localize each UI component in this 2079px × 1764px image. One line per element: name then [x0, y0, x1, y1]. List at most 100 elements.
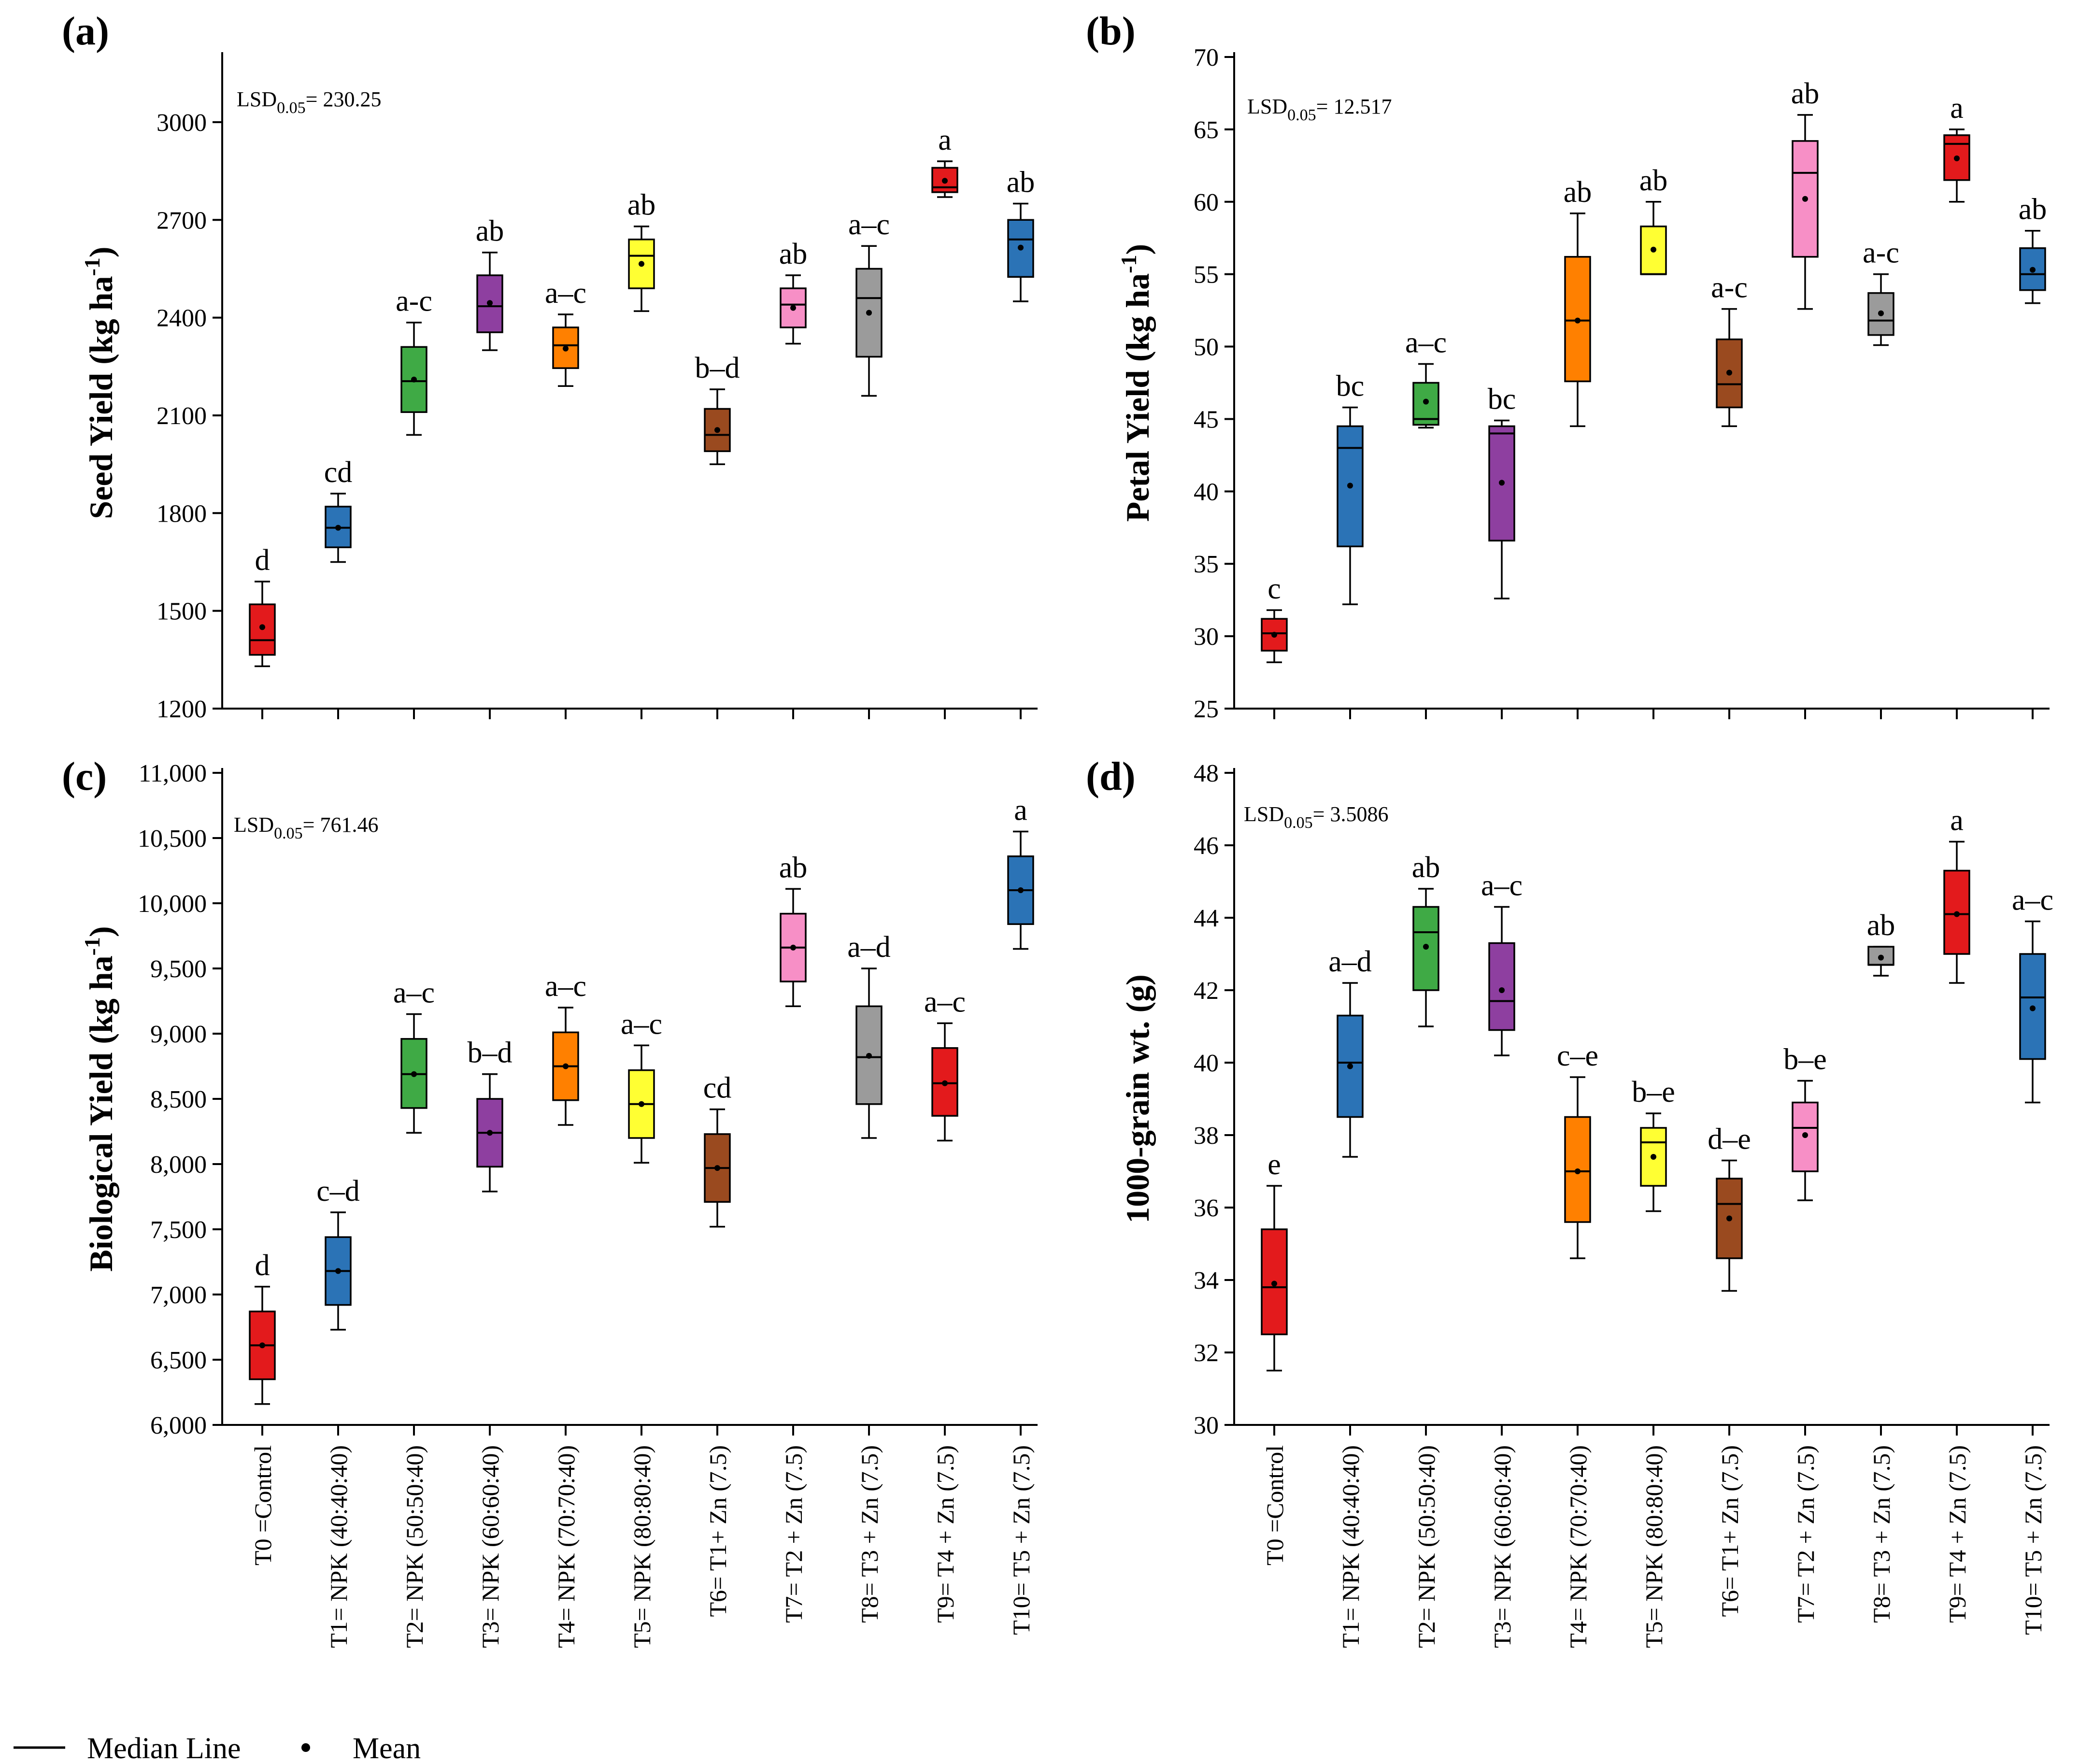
significance-letter: a–c: [545, 970, 586, 1003]
mean-dot: [335, 525, 341, 531]
x-tick-label: T10= T5 + Zn (7.5): [1008, 1445, 1035, 1635]
x-tick-label: T1= NPK (40:40:40): [1337, 1445, 1364, 1648]
significance-letter: ab: [779, 238, 808, 270]
box-4: a–c: [545, 277, 586, 387]
mean-dot: [259, 624, 265, 630]
mean-dot: [1878, 310, 1884, 316]
significance-letter: b–e: [1632, 1076, 1675, 1109]
y-tick-label: 6,000: [150, 1412, 207, 1439]
box-8: a–d: [847, 931, 891, 1139]
mean-dot: [1018, 244, 1024, 251]
lsd-subscript: 0.05: [277, 99, 306, 117]
mean-dot: [1271, 1280, 1277, 1287]
lsd-annotation: LSD0.05= 230.25: [237, 87, 381, 117]
mean-dot: [1954, 155, 1960, 161]
significance-letter: a–d: [1328, 945, 1372, 978]
y-tick-label: 9,000: [150, 1021, 207, 1048]
significance-letter: ab: [1867, 909, 1895, 942]
box-7: ab: [779, 238, 808, 345]
mean-dot: [1271, 632, 1277, 638]
panel-3: 30 32 34 36 38 40 42 44 46 48 (d) LSD0.05= 3.5086 10…: [1086, 754, 2053, 1648]
panel-label: (b): [1086, 9, 1136, 54]
significance-letter: d–e: [1708, 1123, 1751, 1156]
lsd-subscript: 0.05: [274, 825, 303, 842]
iqr-box: [704, 408, 731, 452]
y-axis-title-main: Petal Yield (kg ha: [1119, 273, 1156, 522]
lsd-prefix: LSD: [237, 87, 277, 111]
significance-letter: ab: [627, 189, 656, 222]
y-tick-label: 3000: [157, 109, 207, 137]
y-axis-title: Biological Yield (kg ha-1): [80, 926, 119, 1271]
significance-letter: c–d: [316, 1175, 360, 1208]
y-axis-title-superscript: -1: [80, 257, 104, 276]
mean-dot: [2030, 267, 2036, 273]
significance-letter: e: [1267, 1148, 1281, 1181]
iqr-box: [931, 1047, 958, 1117]
x-tick-label: T0 =Control: [1261, 1445, 1288, 1565]
significance-letter: c: [1267, 572, 1281, 605]
x-tick-label: T5= NPK (80:80:40): [628, 1445, 655, 1648]
mean-dot: [1651, 1154, 1656, 1160]
x-tick-label: T4= NPK (70:70:40): [553, 1445, 580, 1648]
significance-letter: a-c: [1711, 271, 1748, 304]
significance-letter: ab: [1412, 851, 1440, 884]
mean-dot: [1499, 987, 1505, 993]
lsd-annotation: LSD0.05= 761.46: [234, 813, 378, 842]
y-axis-title-main: Biological Yield (kg ha: [83, 955, 119, 1271]
x-tick-label: T7= T2 + Zn (7.5): [780, 1445, 807, 1623]
mean-dot: [866, 310, 872, 316]
box-1: bc: [1336, 370, 1365, 605]
y-tick-label: 1800: [157, 500, 207, 527]
box-7: ab: [779, 851, 807, 1008]
mean-dot: [1423, 398, 1429, 405]
iqr-box: [1488, 425, 1515, 542]
mean-dot: [1347, 483, 1353, 489]
mean-dot: [1726, 370, 1732, 376]
mean-dot: [1347, 1063, 1353, 1069]
y-tick-label: 36: [1194, 1195, 1219, 1222]
box-2: a-c: [396, 285, 432, 436]
significance-letter: a-c: [396, 285, 432, 318]
y-tick-label: 11,000: [139, 760, 207, 787]
box-5: ab: [627, 189, 656, 312]
box-2: a–c: [1405, 327, 1447, 429]
lsd-value: = 230.25: [306, 87, 382, 111]
significance-letter: d: [255, 1249, 270, 1282]
iqr-box: [2019, 247, 2046, 291]
significance-letter: bc: [1336, 370, 1365, 402]
mean-dot: [335, 1268, 341, 1274]
significance-letter: cd: [324, 456, 353, 489]
significance-letter: ab: [2019, 193, 2047, 226]
panel-label: (a): [62, 9, 109, 54]
mean-dot: [1878, 954, 1884, 961]
box-9: a: [1943, 92, 1970, 203]
iqr-box: [1488, 942, 1515, 1031]
y-tick-label: 40: [1194, 1050, 1219, 1077]
mean-dot: [2030, 1005, 2036, 1011]
mean-dot: [639, 1101, 644, 1107]
box-6: b–d: [695, 352, 740, 465]
y-tick-label: 25: [1194, 696, 1219, 723]
y-axis-title-main: 1000-grain wt. (g): [1119, 974, 1156, 1223]
lsd-annotation: LSD0.05= 3.5086: [1244, 802, 1388, 832]
y-tick-label: 40: [1194, 478, 1219, 506]
lsd-annotation: LSD0.05= 12.517: [1247, 95, 1392, 124]
y-tick-label: 9,500: [150, 955, 207, 983]
mean-dot: [714, 427, 720, 433]
box-7: b–e: [1783, 1043, 1827, 1201]
significance-letter: a–c: [393, 977, 435, 1010]
box-0: d: [249, 1249, 276, 1405]
box-4: a–c: [545, 970, 586, 1126]
box-8: ab: [1867, 909, 1895, 977]
significance-letter: cd: [703, 1072, 732, 1105]
box-6: a-c: [1711, 271, 1748, 427]
mean-dot: [1499, 480, 1505, 486]
mean-dot: [1802, 196, 1808, 202]
significance-letter: b–e: [1783, 1043, 1827, 1076]
mean-dot: [1726, 1215, 1732, 1222]
y-tick-label: 6,500: [150, 1347, 207, 1374]
x-tick-label: T0 =Control: [249, 1445, 276, 1565]
box-6: d–e: [1708, 1123, 1751, 1292]
x-tick-label: T6= T1+ Zn (7.5): [704, 1445, 731, 1617]
box-4: c–e: [1557, 1039, 1598, 1259]
